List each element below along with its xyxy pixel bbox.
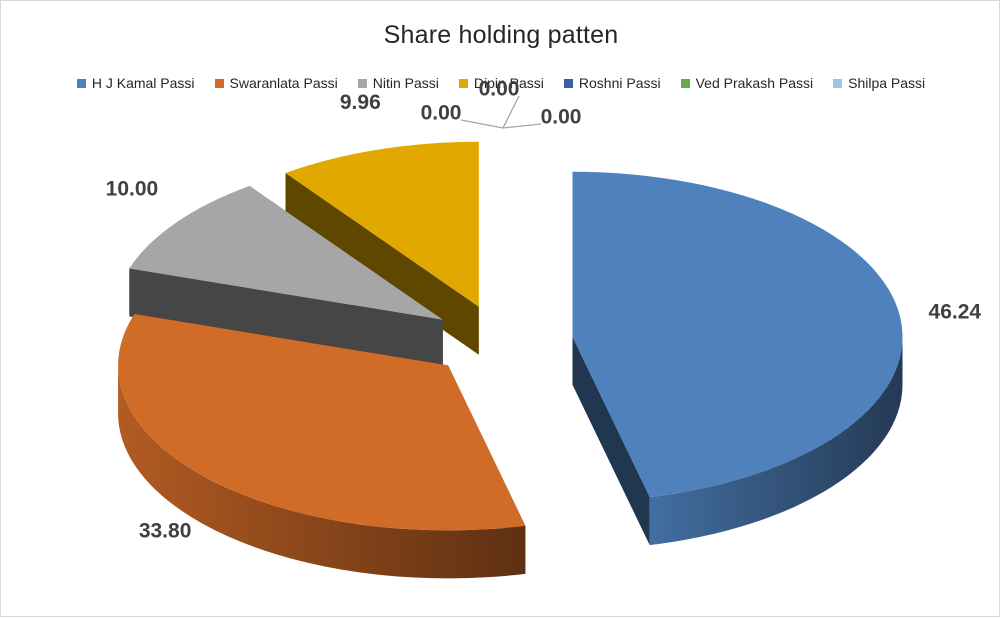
slice-rim bbox=[118, 365, 526, 579]
pie-slice bbox=[285, 141, 479, 355]
legend-label: Roshni Passi bbox=[578, 75, 661, 91]
legend-item: Swaranlata Passi bbox=[214, 75, 338, 91]
chart-title: Share holding patten bbox=[383, 21, 619, 49]
legend-label: Swaranlata Passi bbox=[229, 75, 338, 91]
data-label: 0.00 bbox=[541, 106, 582, 129]
legend-label: Ved Prakash Passi bbox=[695, 75, 814, 91]
pie-slice bbox=[572, 171, 903, 546]
legend-item: Nitin Passi bbox=[357, 75, 439, 91]
legend-swatch bbox=[214, 78, 224, 88]
slice-top bbox=[572, 171, 903, 498]
leader-line bbox=[502, 123, 542, 129]
slice-rim bbox=[649, 336, 903, 546]
data-labels: 46.24 33.80 10.00 9.96 0.00 0.00 0.00 bbox=[106, 78, 982, 543]
legend-label: H J Kamal Passi bbox=[91, 75, 195, 91]
legend-label: Nitin Passi bbox=[372, 75, 439, 91]
pie-slice bbox=[118, 314, 526, 579]
legend-item: H J Kamal Passi bbox=[76, 75, 195, 91]
legend-item: Ved Prakash Passi bbox=[680, 75, 814, 91]
slice-top bbox=[285, 141, 479, 307]
data-label: 0.00 bbox=[479, 78, 520, 101]
leader-line bbox=[502, 95, 520, 129]
legend-label: Shilpa Passi bbox=[848, 75, 926, 91]
legend-swatch bbox=[76, 78, 86, 88]
slice-wall bbox=[572, 336, 650, 546]
slice-top bbox=[118, 314, 526, 531]
data-label: 0.00 bbox=[421, 102, 462, 125]
slice-sides bbox=[118, 141, 903, 579]
legend-swatch bbox=[563, 78, 573, 88]
legend-item: Dipin Passi bbox=[458, 75, 544, 91]
legend-swatch bbox=[680, 78, 690, 88]
data-label: 10.00 bbox=[106, 178, 159, 201]
legend-swatch bbox=[833, 78, 843, 88]
data-label: 46.24 bbox=[929, 300, 982, 323]
slice-wall bbox=[285, 173, 479, 355]
slice-top bbox=[129, 186, 443, 320]
legend-swatch bbox=[357, 78, 367, 88]
data-label: 9.96 bbox=[340, 91, 381, 114]
legend-label: Dipin Passi bbox=[473, 75, 544, 91]
legend-item: Roshni Passi bbox=[563, 75, 661, 91]
legend-item: Shilpa Passi bbox=[833, 75, 925, 91]
leader-line bbox=[460, 119, 504, 129]
data-label: 33.80 bbox=[139, 519, 192, 542]
slice-wall bbox=[129, 268, 443, 368]
pie-slice bbox=[129, 186, 443, 368]
legend: H J Kamal Passi Swaranlata Passi Nitin Pas… bbox=[1, 75, 1001, 91]
legend-swatch bbox=[458, 78, 468, 88]
